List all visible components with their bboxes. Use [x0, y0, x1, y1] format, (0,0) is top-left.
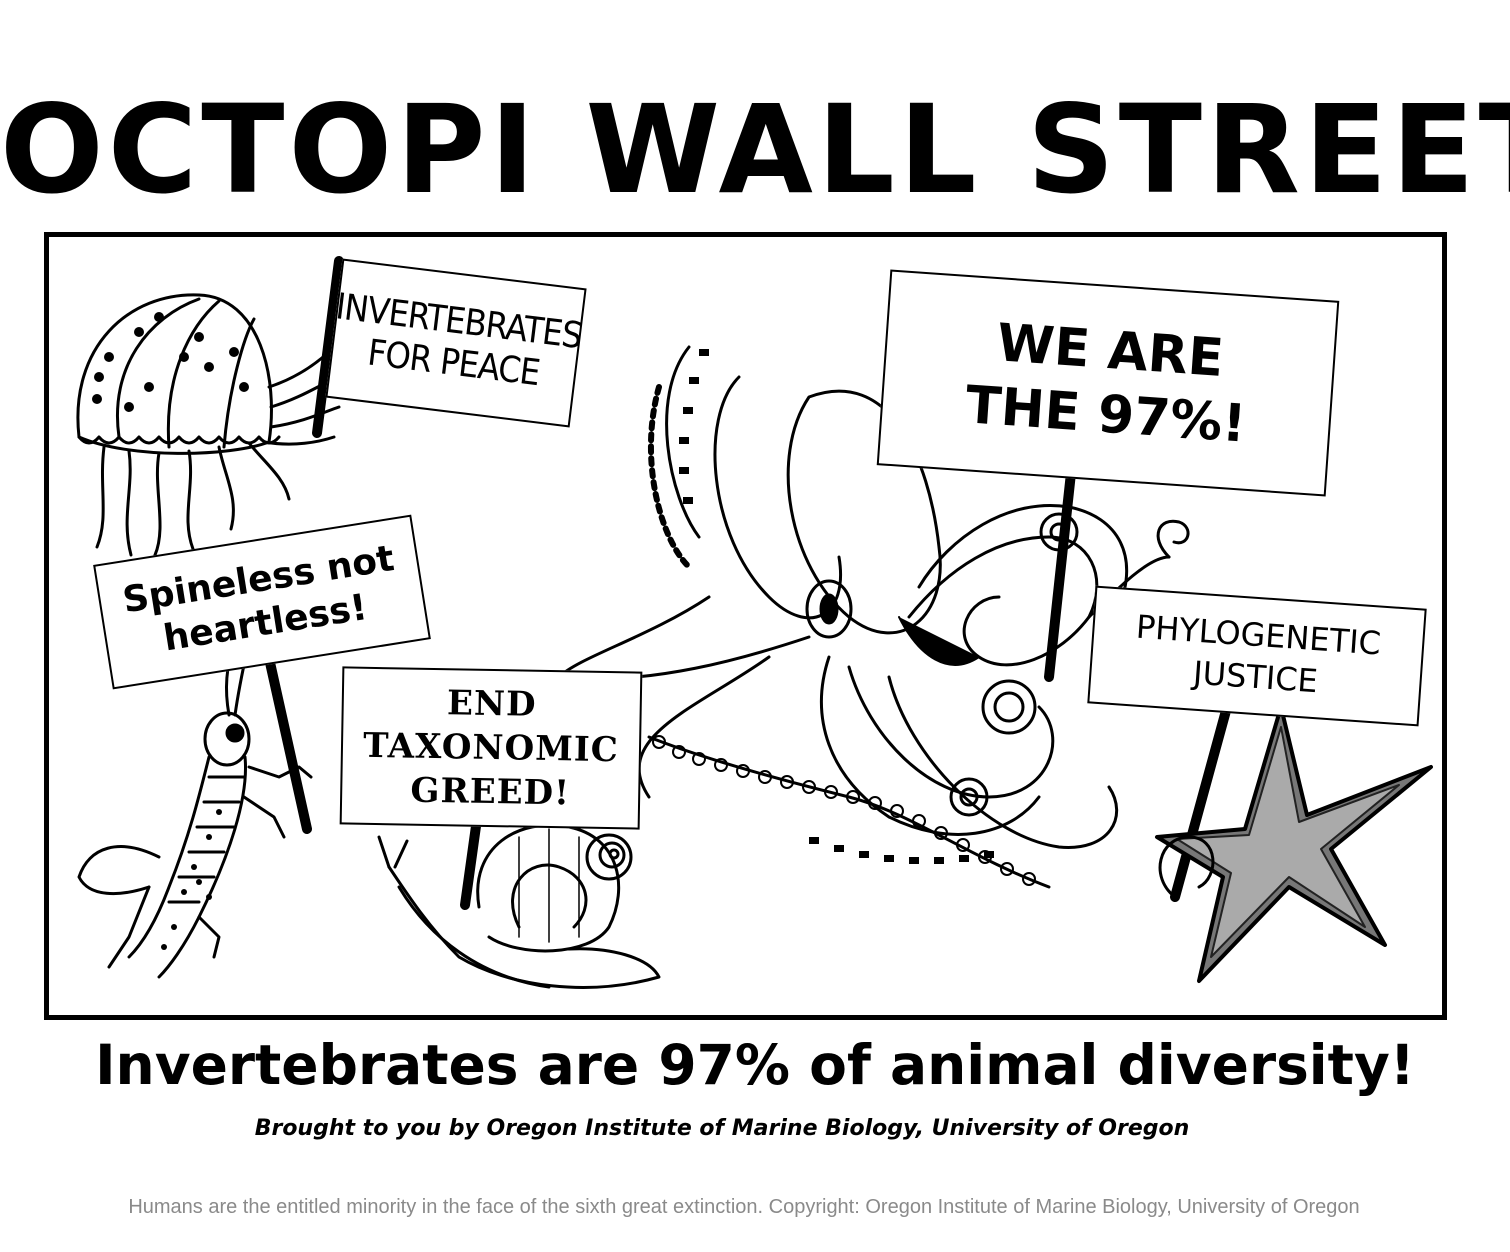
- sign-line: TAXONOMIC: [362, 725, 620, 771]
- snail-icon: [377, 823, 661, 989]
- sign-end-taxonomic-greed: END TAXONOMIC GREED!: [339, 666, 643, 830]
- sign-line: END: [446, 683, 537, 725]
- poster-subtitle: Invertebrates are 97% of animal diversit…: [95, 1033, 1415, 1097]
- image-caption: Humans are the entitled minority in the …: [128, 1196, 1360, 1218]
- illustration-canvas: [76, 256, 1433, 989]
- sign-invertebrates-for-peace: INVERTEBRATES FOR PEACE: [325, 258, 587, 428]
- sign-line: GREED!: [410, 770, 571, 814]
- sign-we-are-the-97: WE ARE THE 97%!: [876, 269, 1340, 497]
- poster-title: OCTOPI WALL STREET: [0, 79, 1510, 221]
- poster-credit: Brought to you by Oregon Institute of Ma…: [254, 1116, 1190, 1141]
- sign-phylogenetic-justice: PHYLOGENETIC JUSTICE: [1087, 585, 1427, 727]
- jellyfish-icon: [76, 293, 341, 557]
- poster-illustration-frame: INVERTEBRATES FOR PEACE WE ARE THE 97%! …: [44, 232, 1447, 1020]
- starfish-icon: [1155, 705, 1433, 983]
